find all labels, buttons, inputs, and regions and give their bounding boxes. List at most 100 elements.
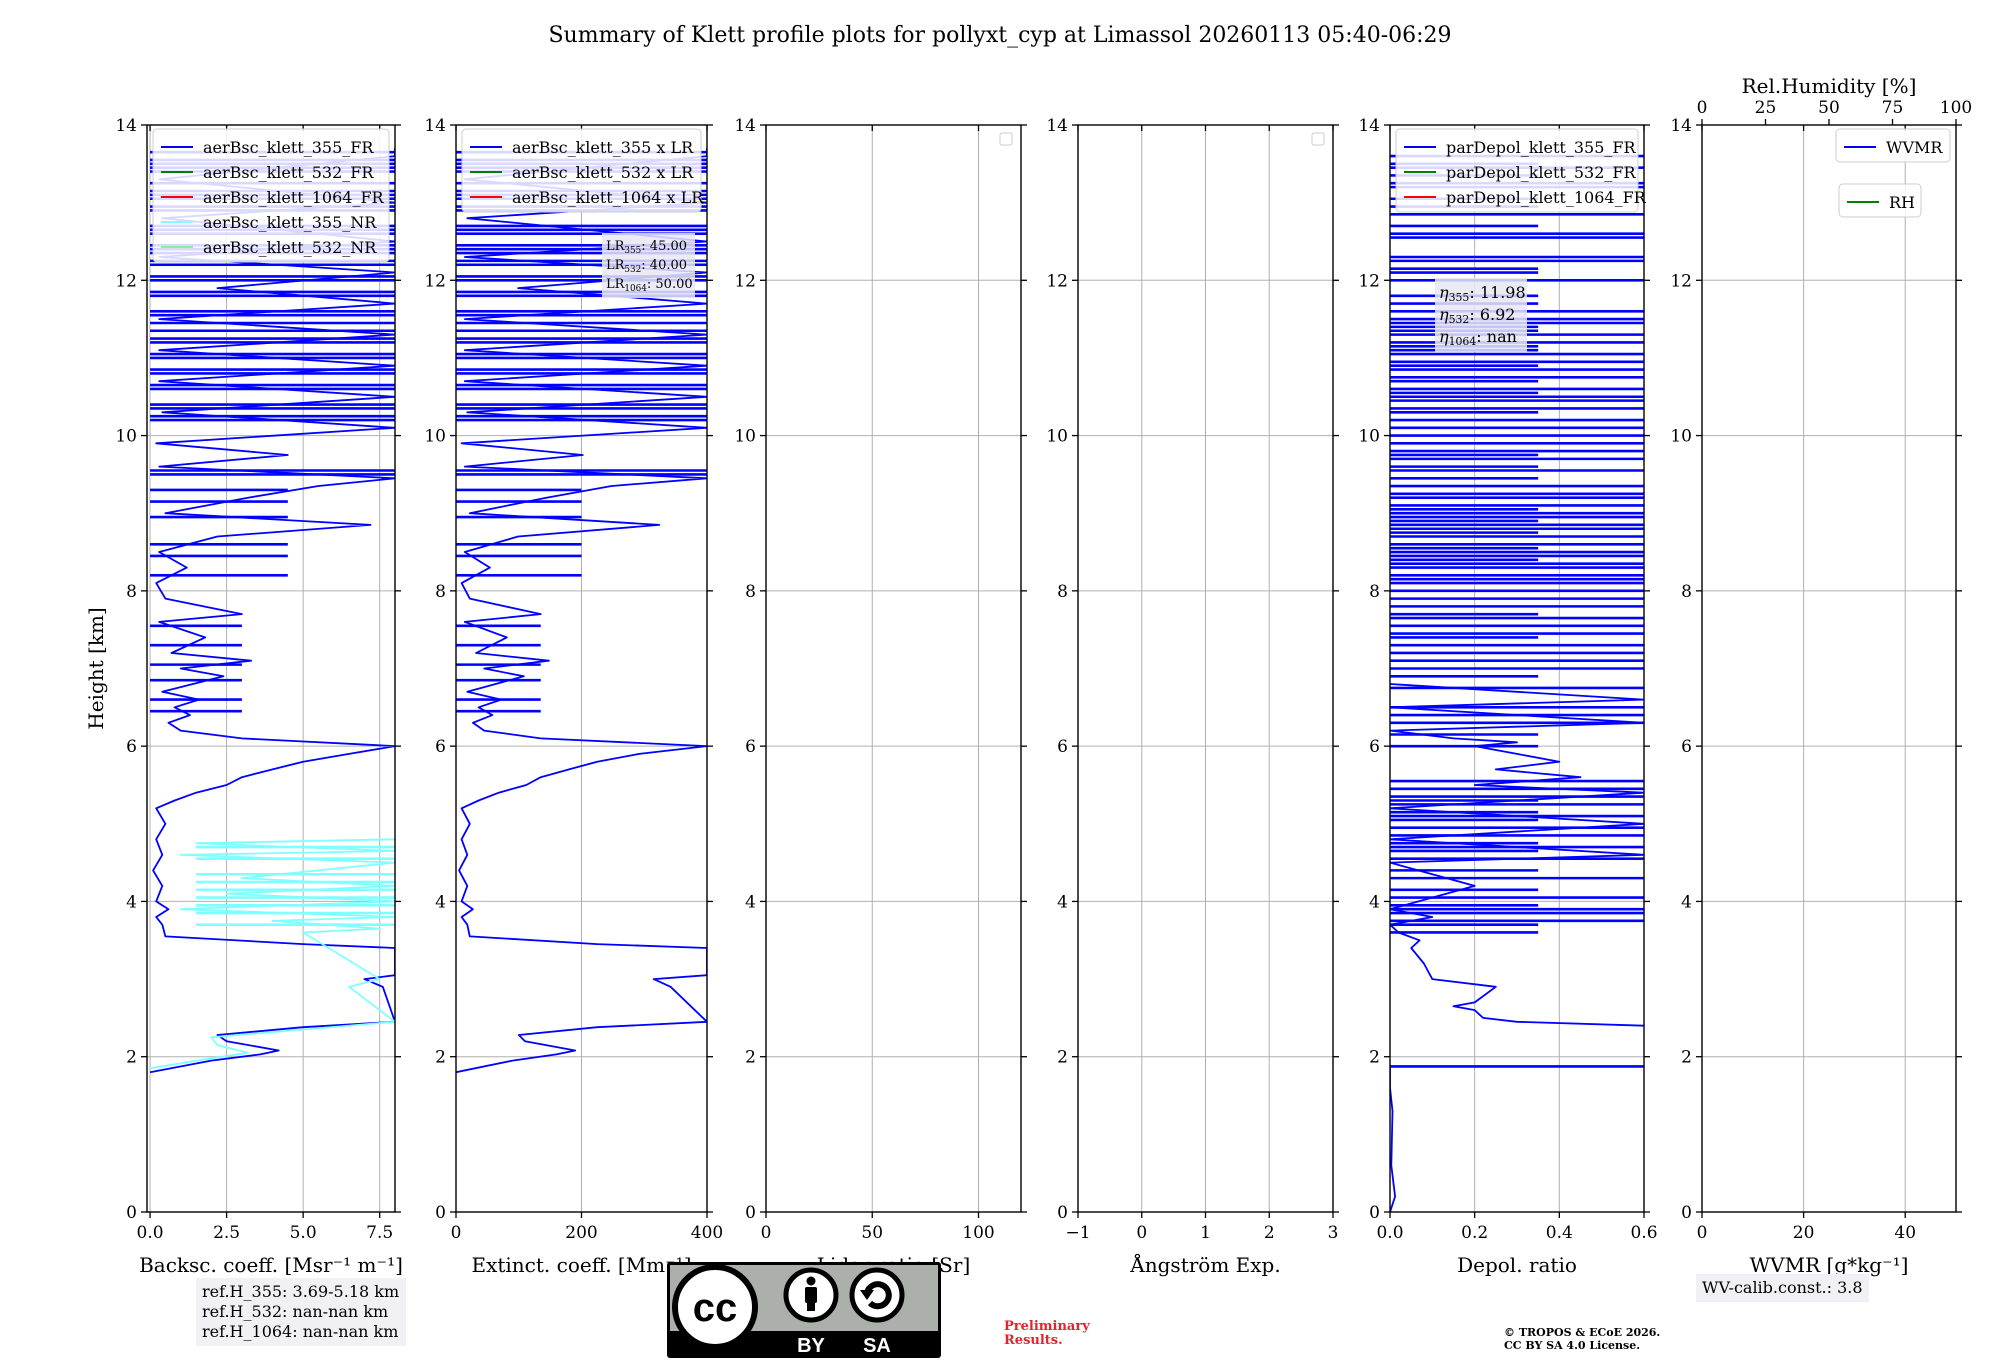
data-group	[150, 148, 395, 1072]
legend-wvmr: WVMR	[1836, 129, 1950, 162]
x-tick-label: 0	[1136, 1223, 1147, 1243]
y-tick-label: 12	[1358, 271, 1380, 291]
copyright-line-2: CC BY SA 4.0 License.	[1504, 1339, 1660, 1352]
legend-label: aerBsc_klett_532_FR	[203, 163, 374, 182]
x-tick-label: 5.0	[290, 1223, 317, 1243]
y-tick-label: 2	[1369, 1048, 1380, 1068]
legend-label: parDepol_klett_355_FR	[1446, 138, 1637, 157]
top-x-tick-label: 100	[1940, 98, 1972, 118]
y-tick-label: 14	[424, 116, 446, 136]
y-tick-label: 0	[1681, 1203, 1692, 1223]
x-tick-label: 100	[962, 1223, 994, 1243]
figure-title: Summary of Klett profile plots for polly…	[548, 23, 1451, 48]
y-tick-label: 8	[1681, 582, 1692, 602]
empty-legend-box	[1312, 133, 1324, 145]
y-tick-label: 6	[745, 737, 756, 757]
legend-ext: aerBsc_klett_355 x LR aerBsc_klett_532 x …	[462, 129, 704, 212]
x-axis-label: Depol. ratio	[1457, 1253, 1577, 1277]
copyright-line-1: © TROPOS & ECoE 2026.	[1504, 1326, 1660, 1339]
x-tick-label: 0.2	[1461, 1223, 1488, 1243]
preliminary-line-2: Results.	[1004, 1334, 1090, 1348]
panels-group: 0.0 2.5 5.0 7.5 0 2 4 6 8 10 12 14 Backsc. coeff. [M…	[84, 74, 1972, 1277]
y-tick-label: 8	[745, 582, 756, 602]
y-tick-label: 8	[126, 582, 137, 602]
x-tick-label: 400	[691, 1223, 723, 1243]
y-tick-label: 12	[734, 271, 756, 291]
x-tick-label: 2.5	[213, 1223, 240, 1243]
panel-bsc: 0.0 2.5 5.0 7.5 0 2 4 6 8 10 12 14 Backsc. coeff. [M…	[84, 116, 403, 1277]
x-tick-label: 7.5	[366, 1223, 393, 1243]
x-tick-label: −1	[1065, 1223, 1090, 1243]
x-axis-label: Backsc. coeff. [Msr⁻¹ m⁻¹]	[139, 1253, 403, 1277]
y-tick-label: 10	[1046, 427, 1068, 447]
refh-1064: ref.H_1064: nan-nan km	[202, 1322, 400, 1342]
wv-calib-box: WV-calib.const.: 3.8	[1696, 1274, 1869, 1302]
figure: Summary of Klett profile plots for polly…	[0, 0, 2000, 1360]
y-tick-label: 10	[1358, 427, 1380, 447]
x-tick-label: 40	[1894, 1223, 1916, 1243]
y-tick-label: 8	[435, 582, 446, 602]
legend-label: aerBsc_klett_355_FR	[203, 138, 374, 157]
preliminary-line-1: Preliminary	[1004, 1320, 1090, 1334]
y-tick-label: 8	[1369, 582, 1380, 602]
annotation-box: LR355: 45.00 LR532: 40.00 LR1064: 50.00	[602, 233, 695, 298]
axes-frame	[766, 125, 1021, 1212]
x-axis-label: Extinct. coeff. [Mm⁻¹]	[471, 1253, 691, 1277]
y-tick-label: 6	[1057, 737, 1068, 757]
x-tick-label: 3	[1328, 1223, 1339, 1243]
legend-label: aerBsc_klett_355 x LR	[512, 138, 694, 157]
y-tick-label: 12	[1046, 271, 1068, 291]
top-axis-label: Rel.Humidity [%]	[1742, 74, 1917, 98]
annotation-line: LR355: 45.00	[606, 239, 687, 256]
y-tick-label: 2	[435, 1048, 446, 1068]
y-tick-label: 0	[1057, 1203, 1068, 1223]
panel-wv: 0 20 4002468101214WVMR [g*kg⁻¹]0 25 50 75 100R…	[1670, 74, 1972, 1277]
y-tick-label: 6	[1681, 737, 1692, 757]
x-tick-label: 2	[1264, 1223, 1275, 1243]
reference-height-box: ref.H_355: 3.69-5.18 km ref.H_532: nan-n…	[196, 1278, 406, 1346]
x-tick-label: 0.0	[137, 1223, 164, 1243]
wv-calib-text: WV-calib.const.: 3.8	[1702, 1278, 1863, 1297]
legend-label: aerBsc_klett_1064 x LR	[512, 188, 704, 207]
y-tick-label: 2	[745, 1048, 756, 1068]
axes-frame	[1702, 125, 1956, 1212]
legend-label: aerBsc_klett_355_NR	[203, 213, 377, 232]
y-tick-label: 0	[435, 1203, 446, 1223]
empty-legend-box	[1000, 133, 1012, 145]
y-tick-label: 4	[1681, 892, 1692, 912]
by-label: BY	[797, 1335, 825, 1357]
legend-rh: RH	[1839, 184, 1921, 217]
x-tick-label: 0.4	[1546, 1223, 1573, 1243]
legend-label: RH	[1889, 193, 1915, 212]
y-tick-label: 14	[734, 116, 756, 136]
y-tick-label: 12	[115, 271, 137, 291]
top-x-tick-label: 0	[1697, 98, 1708, 118]
cc-logo-icon: cc	[675, 1267, 755, 1347]
cc-symbol-text: cc	[693, 1286, 738, 1330]
copyright-note: © TROPOS & ECoE 2026. CC BY SA 4.0 Licen…	[1504, 1326, 1660, 1352]
y-tick-label: 0	[745, 1203, 756, 1223]
sa-label: SA	[863, 1335, 891, 1357]
panel-dep: 0.0 0.2 0.4 0.602468101214Depol. ratioparDe…	[1358, 116, 1657, 1277]
x-tick-label: 0	[1697, 1223, 1708, 1243]
y-axis-label: Height [km]	[84, 607, 108, 729]
y-tick-label: 14	[1670, 116, 1692, 136]
series-line	[1390, 1066, 1644, 1212]
x-tick-label: 0	[451, 1223, 462, 1243]
y-tick-label: 2	[1057, 1048, 1068, 1068]
x-tick-label: 0	[761, 1223, 772, 1243]
series-line	[150, 148, 395, 1072]
cc-license-badge[interactable]: cc BY SA	[667, 1262, 941, 1358]
x-axis-label: Ångström Exp.	[1129, 1252, 1280, 1277]
refh-355: ref.H_355: 3.69-5.18 km	[202, 1282, 400, 1302]
y-tick-label: 14	[1358, 116, 1380, 136]
y-tick-label: 8	[1057, 582, 1068, 602]
top-x-tick-label: 50	[1818, 98, 1840, 118]
y-tick-label: 10	[424, 427, 446, 447]
share-alike-icon	[852, 1270, 902, 1320]
legend-label: aerBsc_klett_1064_FR	[203, 188, 385, 207]
legend-label: aerBsc_klett_532 x LR	[512, 163, 694, 182]
annotation-line: LR1064: 50.00	[606, 277, 693, 294]
